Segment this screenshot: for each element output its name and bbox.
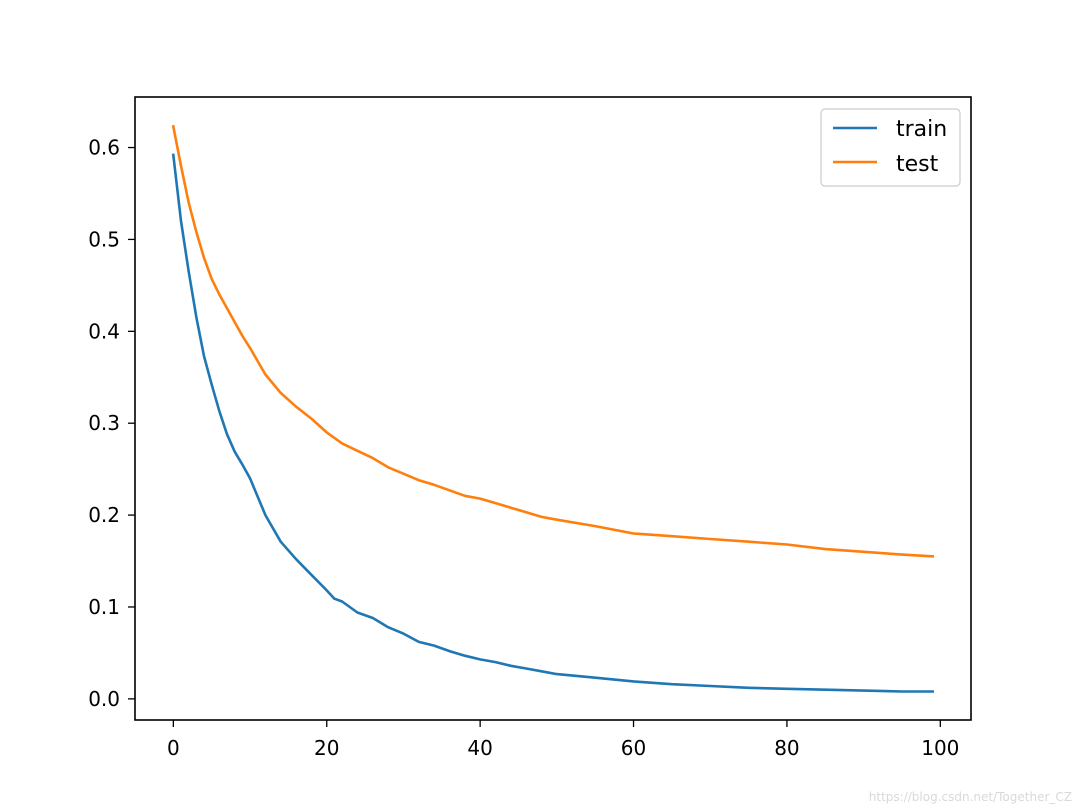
legend: train test <box>820 108 961 187</box>
watermark-text: https://blog.csdn.net/Together_CZ <box>868 790 1072 804</box>
x-tick-label: 20 <box>314 736 339 760</box>
x-tick-label: 100 <box>921 736 959 760</box>
y-tick-label: 0.4 <box>88 319 120 343</box>
y-tick-label: 0.2 <box>88 503 120 527</box>
y-tick-label: 0.6 <box>88 136 120 160</box>
plot-area-frame <box>134 96 972 721</box>
y-tick-label: 0.3 <box>88 411 120 435</box>
y-tick-label: 0.5 <box>88 227 120 251</box>
x-tick-label: 40 <box>467 736 492 760</box>
y-tick-label: 0.1 <box>88 595 120 619</box>
y-axis: 0.0 0.1 0.2 0.3 0.4 0.5 0.6 <box>88 136 135 711</box>
series-lines <box>171 124 935 693</box>
x-axis: 0 20 40 60 80 100 <box>167 720 959 760</box>
legend-label-test: test <box>896 152 939 177</box>
legend-label-train: train <box>896 117 947 142</box>
x-tick-label: 0 <box>167 736 180 760</box>
x-tick-label: 80 <box>774 736 799 760</box>
series-line-train <box>171 153 935 693</box>
y-tick-label: 0.0 <box>88 687 120 711</box>
series-line-test <box>171 124 935 558</box>
x-tick-label: 60 <box>621 736 646 760</box>
